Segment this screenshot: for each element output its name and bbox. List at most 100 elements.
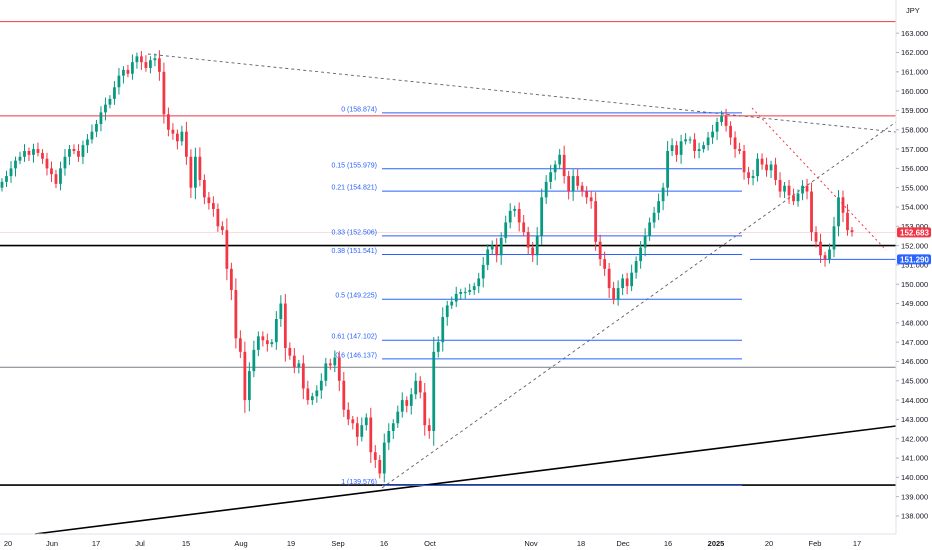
candle-body [382, 442, 386, 474]
candle-body [391, 423, 395, 431]
time-tick-label: 17 [853, 539, 861, 548]
candle-body [72, 149, 76, 151]
currency-label: JPY [906, 6, 920, 15]
time-tick-label: 2025 [708, 539, 725, 548]
price-badges: 152.683 151.290 [897, 227, 931, 265]
candle-body [666, 150, 670, 188]
candle-body [292, 355, 296, 368]
price-tick-label: 159.000 [901, 106, 928, 115]
candle-body [652, 212, 656, 223]
price-tick-label: 157.000 [901, 145, 928, 154]
candle-body [810, 191, 813, 233]
candle-body [167, 114, 170, 130]
candle-body [729, 125, 732, 138]
candle-body [81, 145, 85, 157]
candle-body [625, 278, 629, 287]
price-tick-label: 152.000 [901, 241, 928, 250]
price-tick-label: 153.000 [901, 222, 928, 231]
price-tick-label: 161.000 [901, 68, 928, 77]
candle-body [328, 363, 332, 366]
candle-body [823, 255, 827, 260]
candle-body [50, 168, 53, 175]
candle-body [670, 145, 674, 151]
candle-body [135, 56, 139, 63]
upper-trendline[interactable] [147, 53, 897, 133]
candle-body [436, 342, 440, 352]
time-tick-label: Sep [331, 539, 344, 548]
candle-body [32, 149, 35, 155]
candle-body [176, 133, 179, 142]
candle-body [418, 380, 422, 393]
price-tick-label: 154.000 [901, 203, 928, 212]
candle-body [99, 112, 103, 124]
fib-level-label: 0.5 (149.225) [335, 293, 377, 300]
price-tick-label: 160.000 [901, 87, 928, 96]
candle-body [441, 317, 445, 343]
candle-body [702, 145, 705, 150]
price-tick-label: 150.000 [901, 280, 928, 289]
candle-body [140, 56, 143, 63]
candle-body [113, 87, 116, 99]
candle-body [598, 241, 602, 260]
candle-body [427, 425, 431, 431]
candle-body [342, 380, 346, 410]
candle-body [693, 139, 696, 151]
candle-body [585, 191, 589, 198]
candle-body [189, 156, 193, 188]
candle-body [355, 423, 359, 437]
time-tick-label: 18 [577, 539, 585, 548]
time-tick-label: Feb [809, 539, 822, 548]
price-tick-label: 140.000 [901, 473, 928, 482]
time-tick-label: 16 [664, 539, 672, 548]
candle-body [706, 137, 710, 146]
candle-body [270, 342, 274, 345]
fib-level-label: 0.21 (154.821) [331, 185, 377, 192]
candle-body [481, 264, 485, 279]
candle-body [468, 290, 472, 292]
candle-body [607, 268, 611, 289]
candle-body [225, 230, 229, 269]
price-tick-label: 151.000 [901, 261, 928, 270]
trend-lines[interactable] [34, 53, 897, 535]
candle-body [657, 201, 661, 213]
time-tick-label: 15 [182, 539, 190, 548]
price-tick-label: 163.000 [901, 29, 928, 38]
candle-body [643, 235, 647, 248]
candle-body [14, 160, 17, 169]
candle-body [828, 249, 831, 260]
time-tick-label: Nov [524, 539, 538, 548]
fib-level-label: 0.6 (146.137) [335, 352, 377, 359]
price-tick-label: 143.000 [901, 415, 928, 424]
candle-body [90, 131, 94, 140]
candle-body [319, 380, 323, 391]
candle-body [724, 116, 728, 126]
candle-body [5, 176, 8, 182]
candle-body [801, 185, 804, 194]
candle-body [819, 241, 822, 256]
candle-body [265, 340, 269, 345]
last-price-label: 152.683 [900, 228, 929, 237]
candle-body [373, 452, 377, 460]
candle-body [697, 149, 701, 151]
candle-body [220, 226, 224, 231]
candle-body [751, 176, 755, 179]
candle-body [769, 164, 773, 171]
candle-body [396, 411, 400, 424]
candle-body [207, 197, 211, 204]
candle-body [504, 222, 508, 238]
fib-level-label: 0.61 (147.102) [331, 334, 377, 341]
fib-level-label: 0.15 (155.979) [331, 162, 377, 169]
candle-body [423, 392, 427, 426]
candle-body [715, 122, 719, 132]
long-support-trendline[interactable] [34, 425, 897, 535]
candle-body [747, 172, 750, 179]
candle-body [517, 208, 521, 223]
price-tick-label: 162.000 [901, 48, 928, 57]
candle-body [594, 201, 598, 242]
candle-body [108, 98, 112, 105]
candle-body [720, 116, 723, 123]
price-tick-label: 144.000 [901, 396, 928, 405]
candle-body [432, 351, 436, 431]
candle-body [360, 425, 364, 437]
